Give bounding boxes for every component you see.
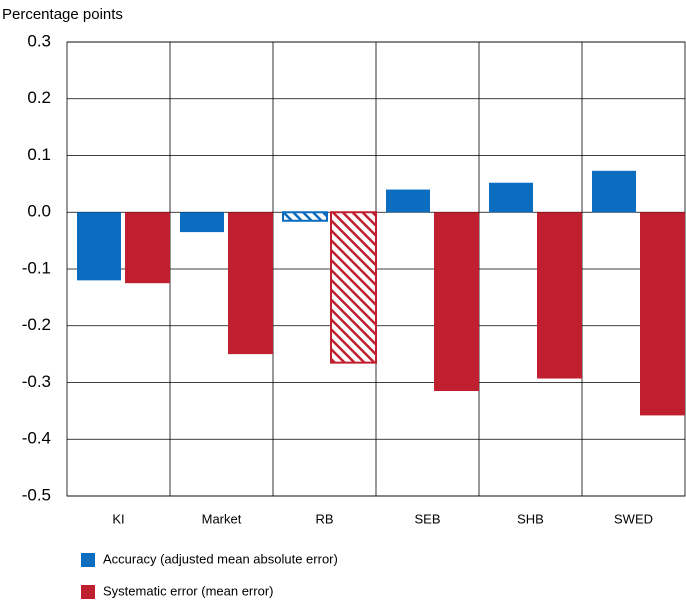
y-tick-label: 0.1 xyxy=(27,145,51,164)
bar xyxy=(537,212,582,379)
y-tick-label: -0.1 xyxy=(22,258,51,277)
bar xyxy=(592,170,636,213)
y-tick-label: -0.3 xyxy=(22,372,51,391)
bar xyxy=(125,212,170,284)
x-tick-label: RB xyxy=(315,511,333,526)
legend-swatch xyxy=(81,553,95,567)
bar xyxy=(330,211,377,364)
legend-label: Accuracy (adjusted mean absolute error) xyxy=(103,551,338,566)
legend-swatch xyxy=(81,585,95,599)
y-tick-label: -0.4 xyxy=(22,429,51,448)
bar xyxy=(228,212,273,355)
x-tick-label: SHB xyxy=(517,511,544,526)
bar xyxy=(434,212,479,392)
y-tick-label: -0.2 xyxy=(22,315,51,334)
legend-label: Systematic error (mean error) xyxy=(103,583,273,598)
bar xyxy=(77,212,121,281)
y-tick-label: 0.0 xyxy=(27,202,51,221)
x-tick-label: KI xyxy=(112,511,124,526)
bar xyxy=(282,211,328,222)
bar xyxy=(386,189,430,213)
y-tick-label: 0.2 xyxy=(27,88,51,107)
y-tick-label: -0.5 xyxy=(22,485,51,504)
x-tick-label: SEB xyxy=(414,511,440,526)
bar xyxy=(180,212,224,233)
x-tick-label: SWED xyxy=(614,511,653,526)
y-axis-label: Percentage points xyxy=(2,6,123,23)
y-tick-label: 0.3 xyxy=(27,31,51,50)
bar xyxy=(489,182,533,213)
x-tick-label: Market xyxy=(202,511,242,526)
bar xyxy=(640,212,685,416)
